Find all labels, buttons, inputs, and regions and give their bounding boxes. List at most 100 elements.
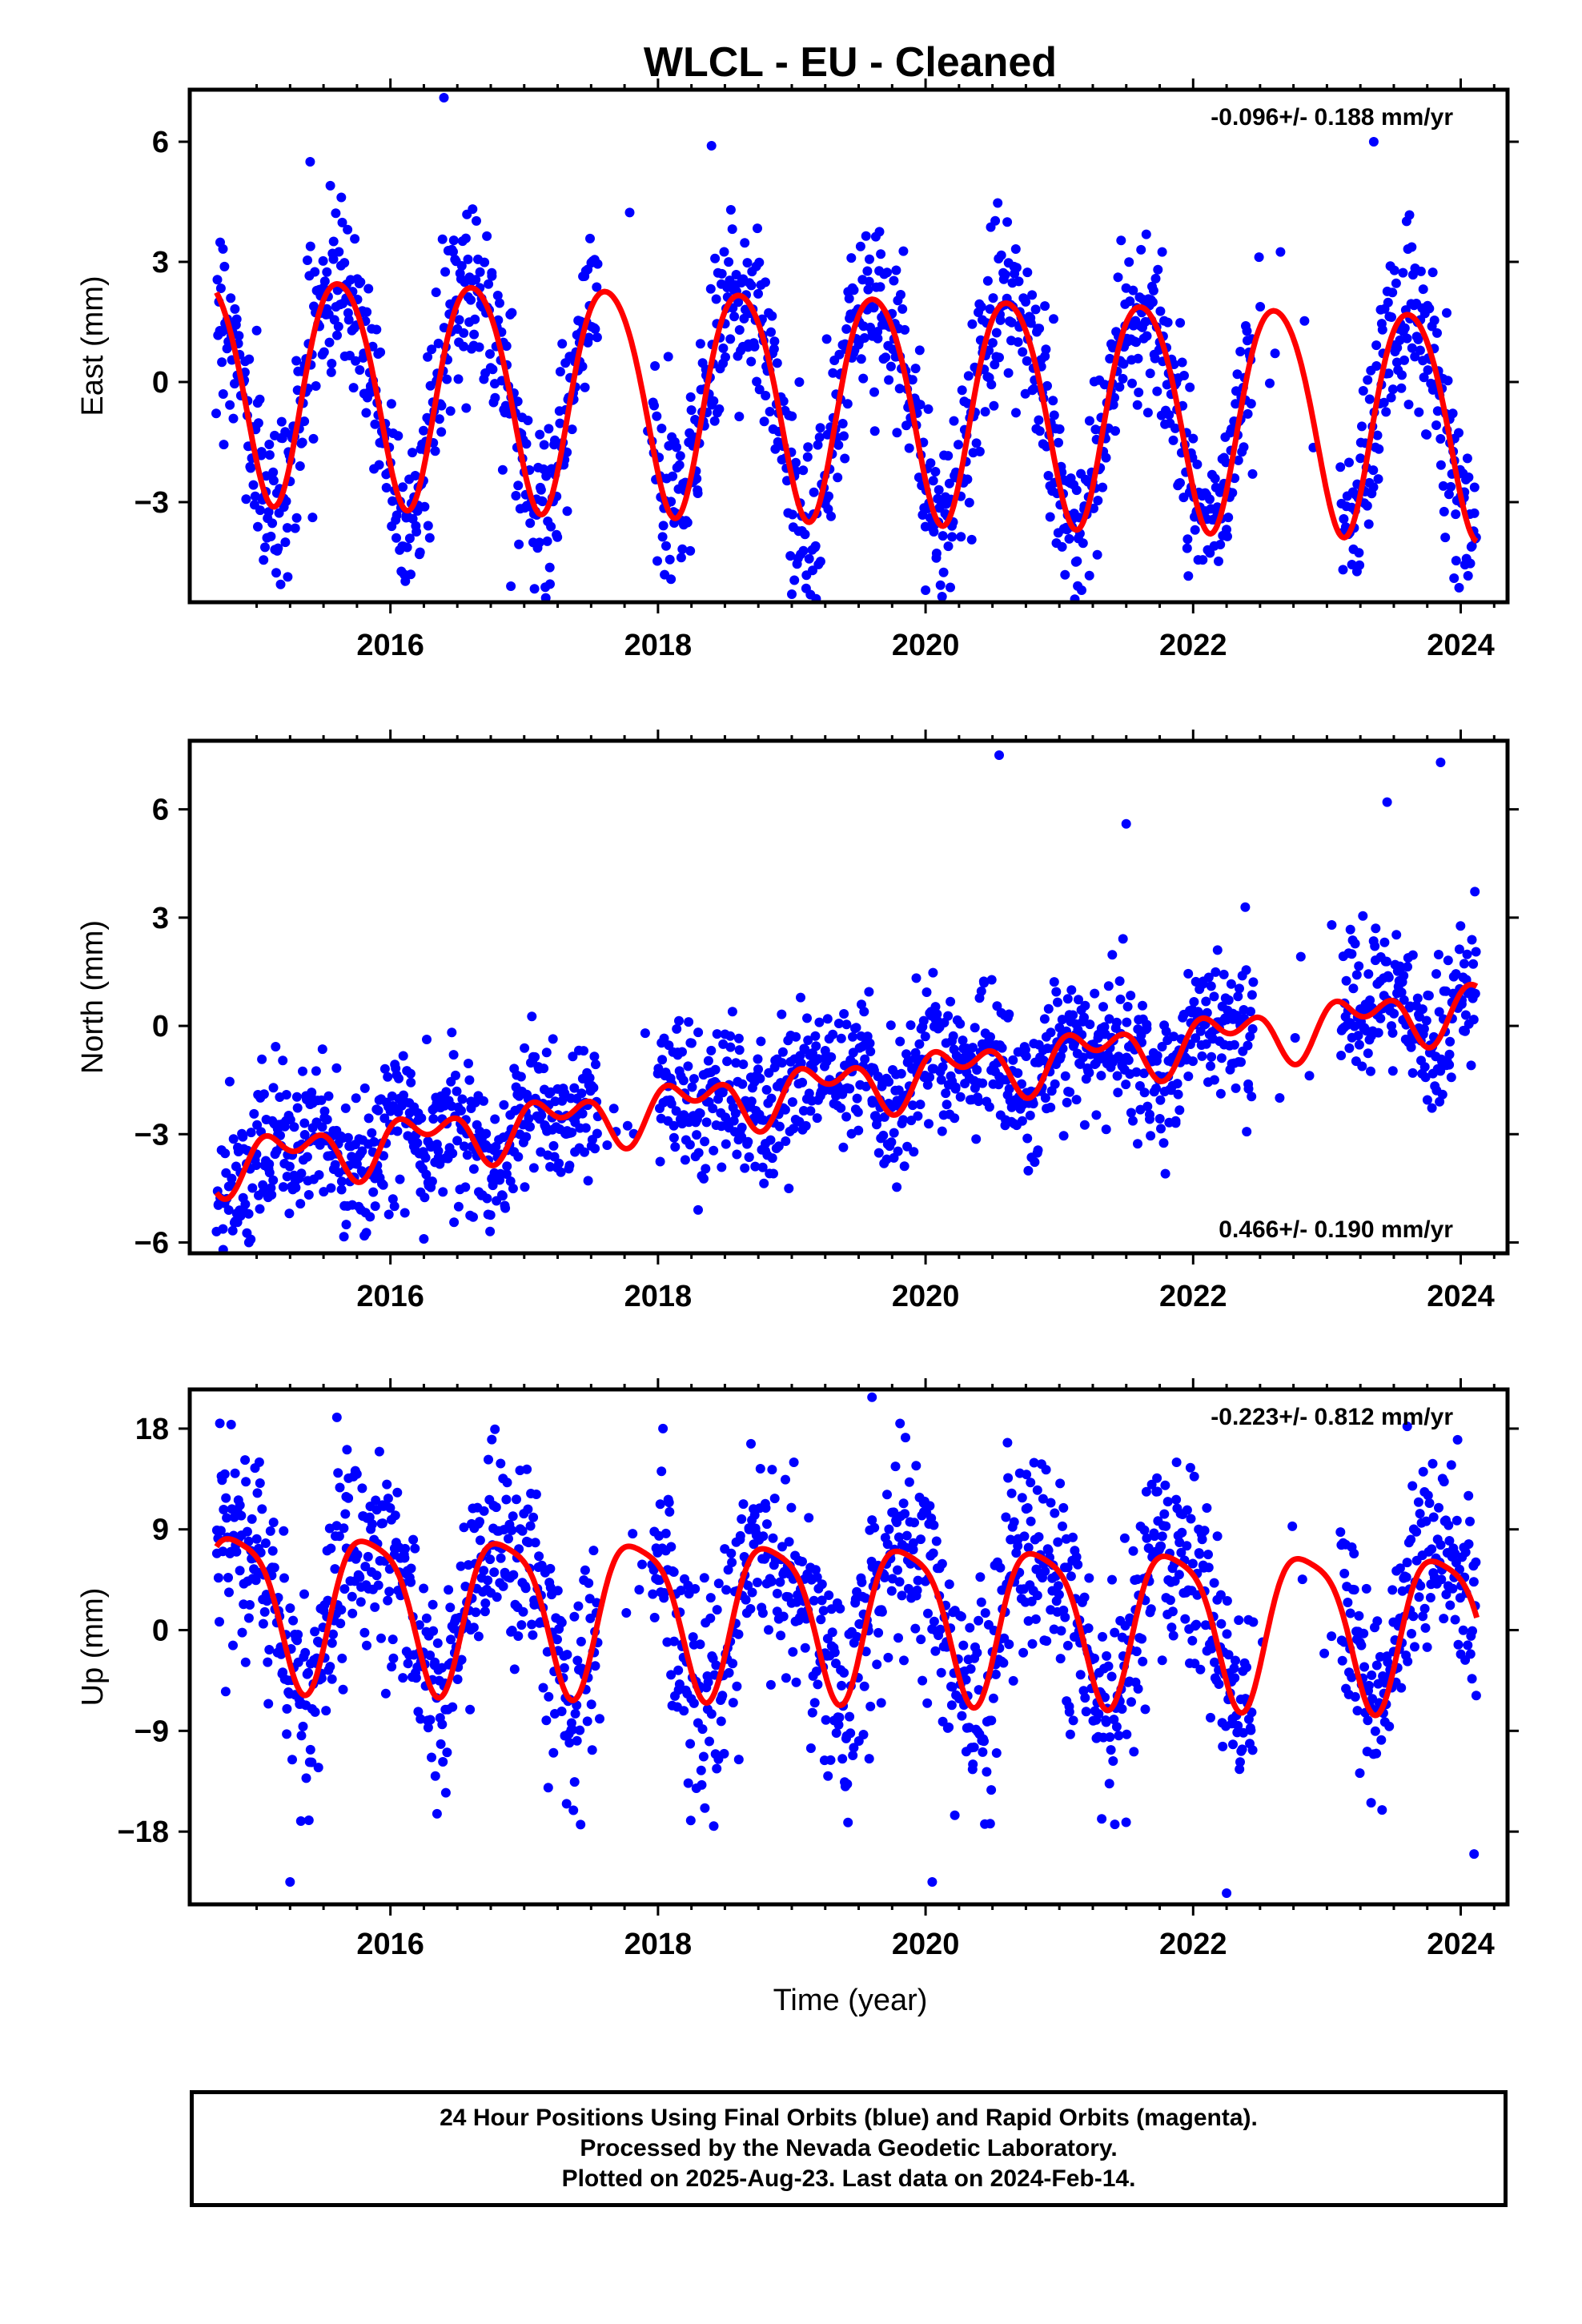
data-point <box>657 532 668 542</box>
data-point <box>692 473 702 484</box>
data-point <box>1440 533 1451 543</box>
data-point <box>513 1631 524 1641</box>
data-point <box>1468 604 1477 613</box>
data-point <box>420 1152 431 1163</box>
data-point <box>419 1234 429 1244</box>
data-point <box>1166 1622 1177 1633</box>
data-point <box>712 1029 722 1039</box>
data-point <box>328 254 339 264</box>
data-point <box>969 1742 979 1752</box>
data-point <box>1071 1552 1082 1562</box>
data-point <box>730 1108 741 1119</box>
data-point <box>361 1228 371 1238</box>
footer-line-2: Processed by the Nevada Geodetic Laborat… <box>580 2135 1118 2161</box>
data-point <box>1126 1697 1136 1707</box>
data-point <box>1142 1023 1152 1034</box>
data-point <box>659 1033 669 1043</box>
data-point <box>798 1106 809 1116</box>
data-point <box>499 1100 509 1110</box>
data-point <box>281 497 291 506</box>
data-point <box>448 247 458 257</box>
data-point <box>371 324 382 335</box>
data-point <box>927 1877 938 1887</box>
data-point <box>703 1055 713 1066</box>
data-point <box>485 1226 496 1236</box>
data-point <box>859 1007 869 1017</box>
data-point <box>327 359 337 368</box>
data-point <box>1209 991 1219 1002</box>
data-point <box>809 487 819 497</box>
data-point <box>484 279 494 289</box>
data-point <box>576 1088 587 1099</box>
data-point <box>508 1570 519 1580</box>
data-point <box>709 1821 719 1831</box>
data-point <box>479 1566 489 1576</box>
up-model-curve <box>214 1536 1480 1719</box>
data-point <box>652 411 662 421</box>
data-point <box>1412 993 1423 1003</box>
data-point <box>1418 1466 1428 1477</box>
data-point <box>741 1594 751 1605</box>
data-point <box>784 1537 794 1547</box>
data-point <box>967 319 978 329</box>
data-point <box>1137 1634 1147 1644</box>
data-point <box>362 1640 371 1651</box>
data-point <box>848 1031 857 1042</box>
data-point <box>1002 217 1013 227</box>
data-point <box>1371 340 1382 351</box>
data-point <box>1123 1055 1134 1065</box>
data-point <box>1103 1661 1114 1671</box>
data-point <box>1234 1615 1244 1626</box>
data-point <box>769 336 780 347</box>
data-point <box>839 1009 849 1019</box>
data-point <box>1415 1581 1426 1591</box>
data-point <box>1150 1531 1160 1542</box>
data-point <box>809 1698 820 1708</box>
data-point <box>916 1534 926 1545</box>
data-point <box>829 1647 840 1658</box>
data-point <box>485 1554 496 1565</box>
data-point <box>446 1634 456 1645</box>
data-point <box>1363 1048 1373 1059</box>
data-point <box>1399 995 1409 1005</box>
data-point <box>1134 388 1144 397</box>
data-point <box>348 383 359 393</box>
data-point <box>490 392 500 403</box>
data-point <box>436 427 447 437</box>
data-point <box>218 1244 228 1253</box>
data-point <box>1131 1647 1142 1657</box>
data-point <box>1127 378 1137 388</box>
data-point <box>1118 373 1128 384</box>
data-point <box>938 1716 948 1727</box>
data-point <box>891 265 901 275</box>
data-point <box>391 533 401 543</box>
data-point <box>231 314 242 324</box>
data-point <box>1227 488 1238 498</box>
data-point <box>1423 991 1434 1001</box>
data-point <box>936 1667 946 1678</box>
data-point <box>552 1586 563 1596</box>
data-point <box>291 1183 301 1192</box>
data-point <box>1018 1647 1029 1658</box>
x-tick-label: 2020 <box>892 1280 960 1313</box>
data-point <box>980 1608 990 1618</box>
data-point <box>259 555 269 565</box>
data-point <box>251 1575 261 1586</box>
data-point <box>869 1522 880 1533</box>
data-point <box>1367 1670 1377 1680</box>
data-point <box>343 315 354 325</box>
data-point <box>1363 375 1373 385</box>
data-point <box>498 1581 508 1591</box>
data-point <box>1187 1635 1198 1646</box>
data-point <box>459 1522 469 1533</box>
y-tick-label: 3 <box>152 246 169 279</box>
data-point <box>727 224 737 235</box>
data-point <box>1401 1572 1411 1582</box>
data-point <box>934 485 944 495</box>
data-point <box>881 352 891 363</box>
data-point <box>894 1577 905 1587</box>
data-point <box>251 1534 262 1544</box>
data-point <box>331 208 341 219</box>
data-point <box>1049 314 1058 324</box>
data-point <box>1465 558 1476 569</box>
